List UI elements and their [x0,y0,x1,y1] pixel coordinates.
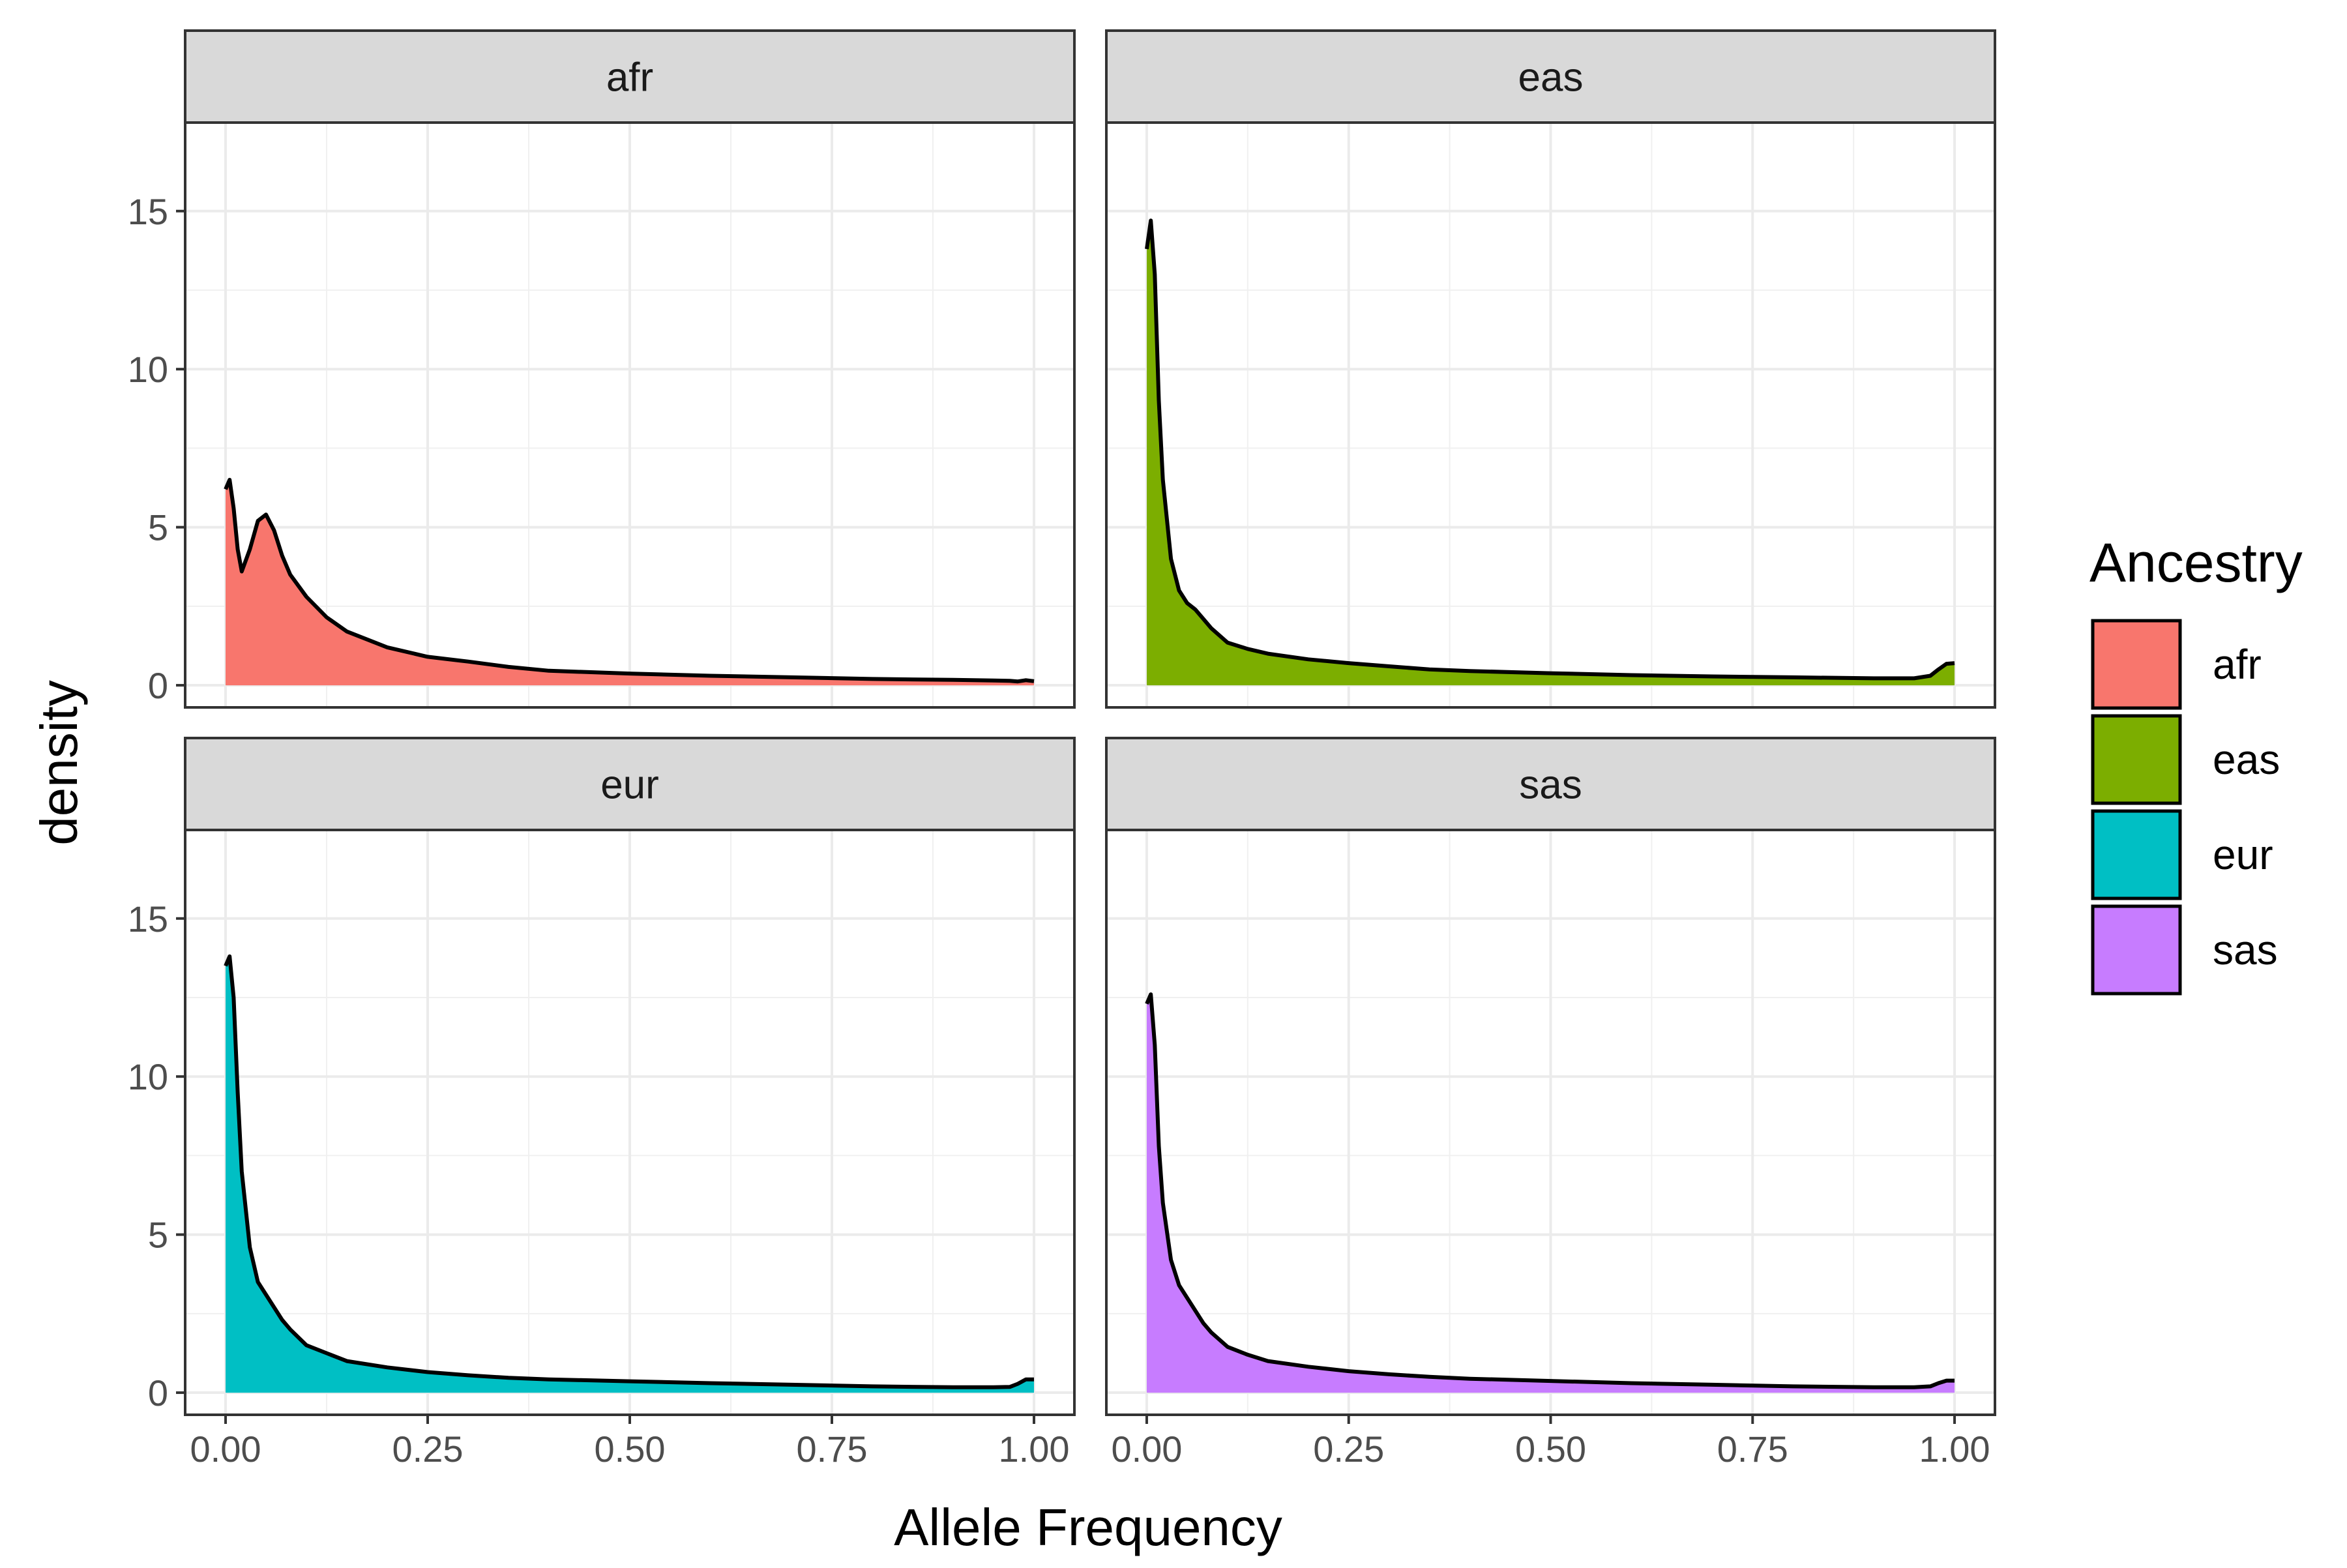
y-tick-label: 5 [148,1215,168,1256]
x-tick-label: 0.75 [797,1428,868,1470]
facet-strip-sas [1105,737,1996,831]
facet-panels: afr 0 5 10 15 eas eur 0 5 10 15 0.00 0.25 0.50 0.75 1.0… [128,29,1996,1470]
x-axis-title: Allele Frequency [894,1498,1282,1556]
density-area-eur [226,956,1034,1393]
legend-label-eas: eas [2213,736,2280,783]
y-tick-label: 0 [148,665,168,706]
x-tick-label: 0.50 [1515,1428,1586,1470]
facet-panel-afr: afr 0 5 10 15 [128,29,1076,709]
x-tick-label: 0.75 [1717,1428,1788,1470]
density-line-eas [1145,218,1955,681]
legend-label-sas: sas [2213,926,2278,973]
facet-strip-eas [1105,29,1996,124]
y-tick-label: 15 [128,191,168,232]
legend: Ancestry afr eas eur sas [2089,532,2303,996]
legend-key-eur [2091,809,2182,900]
facet-panel-eas: eas [1105,29,1996,709]
legend-key-sas [2091,904,2182,996]
y-axis-title: density [30,680,88,845]
facet-strip-eur [184,737,1076,831]
density-line-afr [224,477,1035,684]
x-tick-label: 1.00 [1919,1428,1990,1470]
facet-strip-label-afr: afr [606,55,653,100]
legend-key-eas [2091,714,2182,805]
density-area-afr [226,479,1034,686]
facet-strip-label-eas: eas [1518,55,1584,100]
facet-panel-sas: sas 0.00 0.25 0.50 0.75 1.00 [1105,737,1996,1470]
x-tick-label: 0.00 [1111,1428,1182,1470]
legend-title: Ancestry [2089,532,2303,593]
density-area-sas [1147,994,1955,1393]
legend-label-afr: afr [2213,641,2262,688]
facet-strip-label-eur: eur [600,763,659,808]
legend-key-afr [2091,619,2182,710]
x-tick-label: 0.00 [190,1428,261,1470]
y-tick-label: 5 [148,507,168,548]
facet-strip-afr [184,29,1076,124]
panel-border-eas [1105,121,1996,709]
y-tick-label: 10 [128,349,168,390]
y-tick-label: 15 [128,898,168,939]
x-tick-label: 0.25 [392,1428,464,1470]
panel-border-afr [184,121,1076,709]
legend-label-eur: eur [2213,831,2273,878]
facet-strip-label-sas: sas [1519,763,1582,808]
x-tick-label: 0.25 [1313,1428,1384,1470]
x-tick-label: 1.00 [999,1428,1070,1470]
y-tick-label: 0 [148,1372,168,1413]
facet-panel-eur: eur 0 5 10 15 0.00 0.25 0.50 0.75 1.00 [128,737,1076,1470]
density-line-eur [224,954,1034,1389]
density-line-sas [1145,992,1955,1389]
x-tick-label: 0.50 [595,1428,666,1470]
y-tick-label: 10 [128,1056,168,1097]
